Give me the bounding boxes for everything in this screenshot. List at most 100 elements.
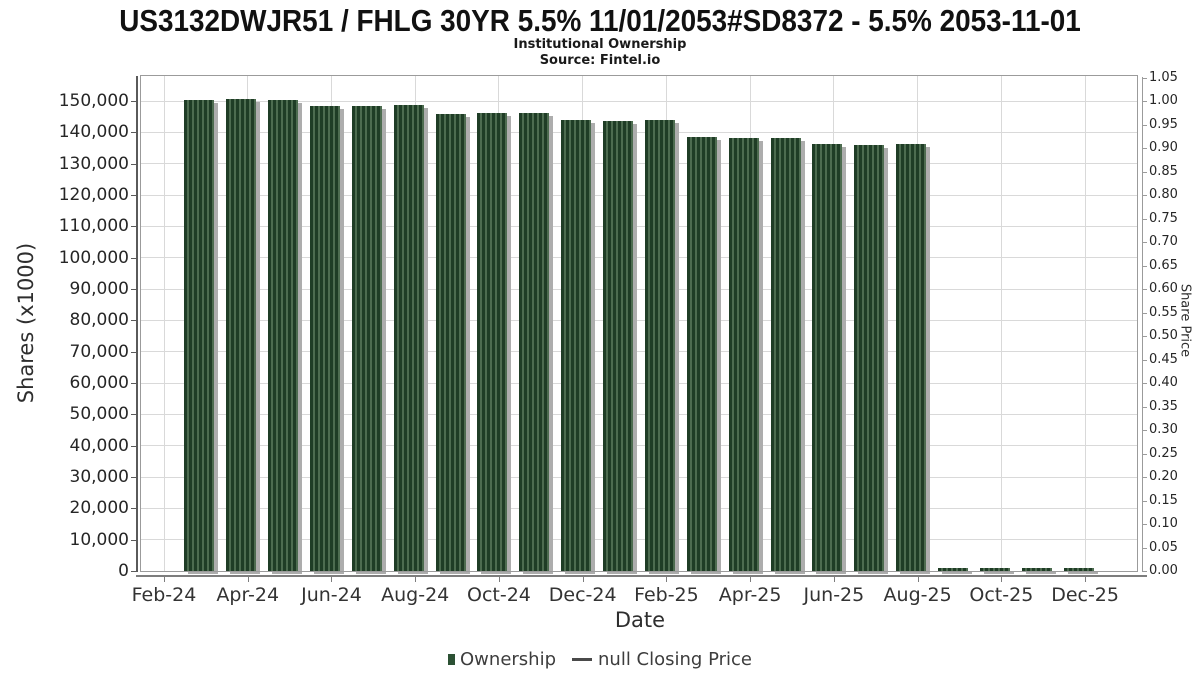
- chart-subtitle: Institutional Ownership: [513, 37, 687, 52]
- y-tick-right: [1142, 195, 1147, 197]
- legend-ownership-label: Ownership: [460, 648, 557, 670]
- y-tick-label-left: 70,000: [69, 341, 129, 362]
- ownership-bar: [477, 112, 508, 571]
- y-tick-label-left: 10,000: [69, 529, 129, 550]
- y-tick-left: [131, 101, 137, 103]
- y-tick-label-right: 0.20: [1149, 469, 1178, 484]
- y-tick-right: [1142, 547, 1147, 549]
- chart-source: Source: Fintel.io: [539, 53, 661, 68]
- x-tick-label: Oct-25: [969, 584, 1034, 606]
- x-tick-label: Apr-24: [216, 584, 280, 606]
- x-tick-label: Aug-25: [883, 584, 952, 606]
- y-tick-label-right: 0.25: [1149, 445, 1178, 461]
- y-tick-left: [131, 508, 137, 510]
- x-axis-spine: [136, 575, 1147, 577]
- y-tick-label-left: 140,000: [58, 122, 129, 143]
- x-tick-label: Apr-25: [718, 584, 782, 606]
- y-tick-label-left: 130,000: [58, 153, 129, 174]
- y-tick-label-right: 0.30: [1149, 422, 1178, 438]
- ownership-bar: [812, 144, 843, 571]
- gridline-horizontal: [141, 225, 1137, 227]
- x-tick-label: Aug-24: [381, 584, 450, 606]
- gridline-horizontal: [141, 476, 1137, 478]
- x-tick: [331, 577, 333, 582]
- y-tick-left: [131, 351, 137, 353]
- x-tick-label: Dec-24: [548, 584, 617, 606]
- gridline-horizontal: [141, 163, 1137, 165]
- x-tick-label: Feb-24: [131, 584, 197, 606]
- y-tick-right: [1142, 171, 1147, 173]
- x-tick-label: Jun-25: [803, 584, 865, 606]
- y-tick-right: [1142, 77, 1147, 79]
- y-tick-label-right: 0.55: [1149, 304, 1178, 320]
- y-tick-label-right: 0.75: [1149, 210, 1178, 226]
- y-tick-label-right: 1.00: [1149, 93, 1178, 109]
- ownership-bar: [519, 113, 550, 571]
- gridline-vertical: [1000, 76, 1002, 571]
- y-tick-right: [1142, 242, 1147, 244]
- y-tick-label-left: 20,000: [69, 498, 129, 519]
- y-tick-right: [1142, 148, 1147, 150]
- ownership-bar: [728, 138, 759, 571]
- y-tick-label-right: 0.85: [1149, 163, 1178, 179]
- y-tick-label-right: 0.10: [1149, 516, 1178, 531]
- y-tick-label-right: 0.00: [1149, 563, 1178, 578]
- y-tick-left: [131, 132, 137, 134]
- y-tick-label-right: 0.35: [1149, 398, 1178, 414]
- y-tick-label-right: 0.70: [1149, 234, 1178, 250]
- ownership-bar: [644, 120, 675, 571]
- y-tick-right: [1142, 336, 1147, 338]
- ownership-bar: [854, 144, 885, 571]
- ownership-bar: [603, 120, 634, 571]
- y-tick-label-right: 0.90: [1149, 140, 1178, 156]
- x-tick: [1001, 577, 1003, 582]
- x-tick: [750, 577, 752, 582]
- legend: Ownership null Closing Price: [0, 646, 1200, 672]
- gridline-horizontal: [141, 507, 1137, 509]
- x-tick-label: Feb-25: [634, 584, 699, 606]
- x-tick-label: Jun-24: [301, 584, 362, 606]
- gridline-vertical: [1084, 76, 1086, 571]
- y-tick-right: [1142, 430, 1147, 432]
- y-tick-left: [131, 477, 137, 478]
- x-tick: [247, 577, 249, 582]
- ownership-bar: [561, 119, 592, 571]
- legend-price-label: null Closing Price: [598, 648, 752, 670]
- y-tick-right: [1142, 218, 1147, 220]
- y-tick-right: [1142, 124, 1147, 126]
- y-tick-label-right: 0.80: [1149, 187, 1178, 203]
- y-tick-left: [131, 226, 137, 228]
- y-tick-right: [1142, 477, 1147, 478]
- y-tick-label-right: 1.05: [1149, 69, 1178, 85]
- x-tick: [1085, 577, 1087, 582]
- chart-title: US3132DWJR51 / FHLG 30YR 5.5% 11/01/2053…: [119, 3, 1081, 38]
- y-tick-label-right: 0.95: [1149, 116, 1178, 132]
- gridline-horizontal: [141, 539, 1137, 541]
- gridline-horizontal: [141, 131, 1137, 133]
- y-tick-label-right: 0.60: [1149, 281, 1178, 297]
- y-tick-right: [1142, 101, 1147, 103]
- y-tick-left: [131, 445, 137, 447]
- y-tick-right: [1142, 571, 1147, 572]
- y-tick-label-left: 110,000: [58, 216, 129, 237]
- y-tick-left: [131, 383, 137, 385]
- ownership-bar: [268, 99, 299, 571]
- ownership-bar: [351, 106, 382, 571]
- y-tick-label-right: 0.15: [1149, 492, 1178, 508]
- x-tick: [415, 577, 417, 582]
- y-tick-left: [131, 539, 137, 541]
- y-tick-left: [131, 163, 137, 165]
- y-tick-right: [1142, 359, 1147, 361]
- plot-area: [140, 75, 1138, 572]
- y-tick-left: [131, 195, 137, 197]
- y-tick-label-left: 0: [118, 561, 129, 581]
- x-tick: [833, 577, 835, 582]
- gridline-horizontal: [141, 445, 1137, 447]
- legend-price-line-icon: [572, 657, 593, 661]
- y-axis-label-right: Share Price: [1177, 283, 1193, 358]
- y-tick-label-left: 100,000: [58, 247, 129, 268]
- y-tick-left: [131, 320, 137, 322]
- x-tick-label: Oct-24: [466, 584, 531, 606]
- gridline-horizontal: [141, 351, 1137, 353]
